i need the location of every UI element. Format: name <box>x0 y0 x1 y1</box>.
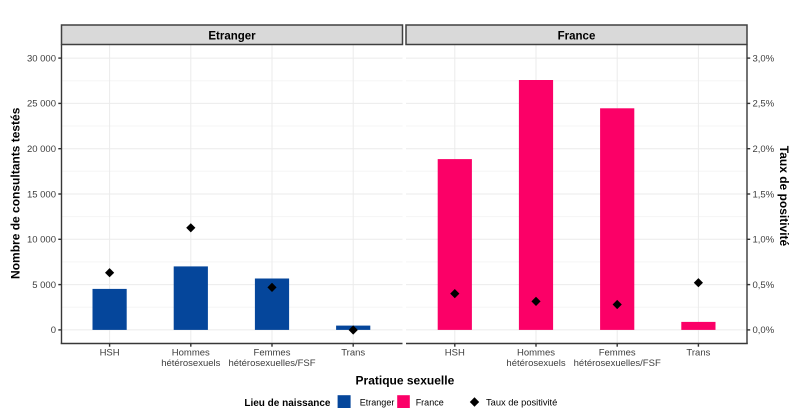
svg-text:2,5%: 2,5% <box>753 99 775 110</box>
svg-text:2,0%: 2,0% <box>753 144 775 155</box>
svg-text:Lieu de naissance: Lieu de naissance <box>244 398 331 409</box>
svg-text:Etranger: Etranger <box>208 30 256 42</box>
svg-text:0,0%: 0,0% <box>753 325 775 336</box>
svg-text:hétérosexuelles/FSF: hétérosexuelles/FSF <box>228 358 315 369</box>
svg-text:hétérosexuels: hétérosexuels <box>506 358 565 369</box>
svg-text:Femmes: Femmes <box>599 347 636 358</box>
svg-text:Trans: Trans <box>686 347 710 358</box>
svg-text:25 000: 25 000 <box>27 99 56 110</box>
svg-text:10 000: 10 000 <box>27 235 56 246</box>
svg-text:20 000: 20 000 <box>27 144 56 155</box>
svg-text:France: France <box>558 30 596 42</box>
svg-text:HSH: HSH <box>100 347 120 358</box>
svg-text:1,0%: 1,0% <box>753 235 775 246</box>
svg-text:Hommes: Hommes <box>517 347 555 358</box>
svg-text:0,5%: 0,5% <box>753 280 775 291</box>
svg-text:Taux de positivité: Taux de positivité <box>486 398 557 408</box>
svg-text:30 000: 30 000 <box>27 53 56 64</box>
svg-text:Etranger: Etranger <box>360 398 395 408</box>
svg-text:Femmes: Femmes <box>254 347 291 358</box>
svg-text:3,0%: 3,0% <box>753 53 775 64</box>
svg-text:hétérosexuelles/FSF: hétérosexuelles/FSF <box>574 358 661 369</box>
svg-text:Nombre de consultants testés: Nombre de consultants testés <box>9 107 23 279</box>
svg-text:1,5%: 1,5% <box>753 189 775 200</box>
svg-text:0: 0 <box>51 325 56 336</box>
svg-text:5 000: 5 000 <box>32 280 56 291</box>
svg-text:Hommes: Hommes <box>172 347 210 358</box>
svg-text:Trans: Trans <box>341 347 365 358</box>
svg-text:15 000: 15 000 <box>27 189 56 200</box>
svg-text:HSH: HSH <box>445 347 465 358</box>
svg-text:France: France <box>416 398 444 408</box>
svg-text:Taux de positivité: Taux de positivité <box>777 146 791 247</box>
svg-text:hétérosexuels: hétérosexuels <box>161 358 220 369</box>
svg-text:Pratique sexuelle: Pratique sexuelle <box>356 373 455 387</box>
